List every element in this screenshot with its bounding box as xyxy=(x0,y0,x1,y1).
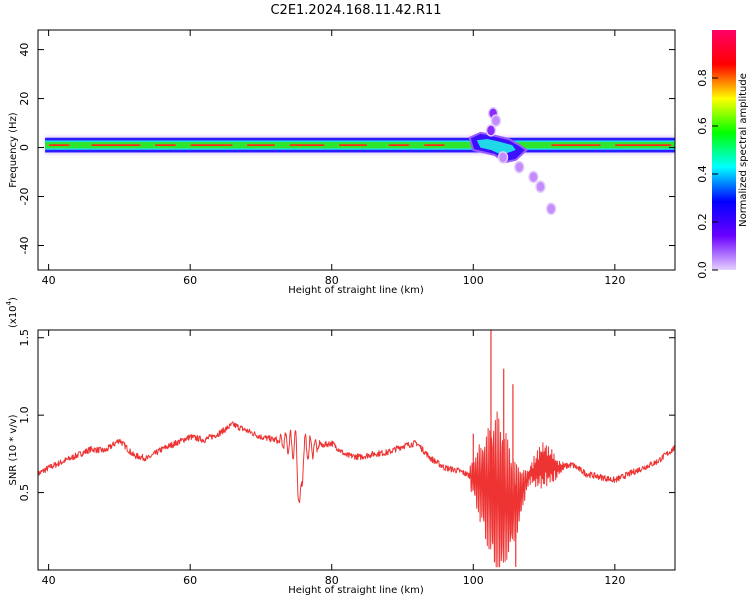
y-tick-label: 40 xyxy=(18,43,31,57)
spectral-feature xyxy=(535,180,546,193)
x-tick-label: 80 xyxy=(325,574,339,587)
snr-y-unit-prefix: (x10 xyxy=(8,305,19,328)
x-tick-label: 80 xyxy=(325,274,339,287)
chart-title: C2E1.2024.168.11.42.R11 xyxy=(270,3,441,18)
y-tick-label: 0.5 xyxy=(18,484,31,502)
spectrogram-frame xyxy=(37,29,676,271)
y-tick-label: 20 xyxy=(18,92,31,106)
band-peak xyxy=(190,144,233,146)
x-tick-label: 100 xyxy=(463,574,484,587)
colorbar-fill xyxy=(712,30,736,270)
x-tick-label: 40 xyxy=(42,574,56,587)
band-peak xyxy=(289,144,325,146)
colorbar-tick-label: 0.0 xyxy=(696,261,709,279)
spectrogram-y-ticks: 40 20 0 -20 -40 xyxy=(18,43,675,255)
spectrogram-x-label: Height of straight line (km) xyxy=(288,285,424,296)
x-tick-label: 120 xyxy=(604,574,625,587)
snr-y-unit-exp: 4 xyxy=(5,300,13,305)
band-peak xyxy=(423,144,445,146)
spectral-feature xyxy=(514,160,525,174)
colorbar-label: Normalized spectral amplitude xyxy=(738,73,749,227)
band-peak xyxy=(551,144,601,146)
spectrogram-x-ticks: 40 60 80 100 120 xyxy=(42,30,625,287)
x-tick-label: 60 xyxy=(183,574,197,587)
snr-line xyxy=(38,411,675,568)
snr-x-label: Height of straight line (km) xyxy=(288,585,424,596)
x-tick-label: 60 xyxy=(183,274,197,287)
snr-frame xyxy=(37,329,676,571)
x-tick-label: 120 xyxy=(604,274,625,287)
colorbar-tick-label: 0.2 xyxy=(696,213,709,231)
spectral-feature xyxy=(528,170,539,184)
spectrogram-marks xyxy=(45,107,675,216)
band-peak xyxy=(388,144,410,146)
spectrogram-panel: 40 60 80 100 120 40 20 0 -20 -40 Height of strai… xyxy=(8,29,749,296)
disturbance-core xyxy=(476,139,516,155)
snr-y-unit-suffix: ) xyxy=(8,297,19,301)
spectral-feature xyxy=(545,202,557,216)
snr-y-unit: (x104) xyxy=(5,297,19,328)
band-peak xyxy=(154,144,177,146)
band-peak xyxy=(338,144,368,146)
snr-x-ticks: 40 60 80 100 120 xyxy=(42,330,625,587)
band-peak xyxy=(614,144,672,146)
y-tick-label: 1.0 xyxy=(18,406,31,424)
snr-panel: 40 60 80 100 120 0.5 1.0 1.5 Height of straigh… xyxy=(5,297,676,596)
x-tick-label: 100 xyxy=(463,274,484,287)
colorbar-tick-label: 0.8 xyxy=(696,69,709,87)
colorbar-tick-label: 0.6 xyxy=(696,117,709,135)
colorbar: 0.0 0.2 0.4 0.6 0.8 Normalized spectral ampl… xyxy=(696,30,749,279)
band-peak xyxy=(91,144,141,146)
spectral-feature xyxy=(485,124,497,137)
y-tick-label: -20 xyxy=(18,188,31,206)
x-tick-label: 40 xyxy=(42,274,56,287)
band-peak xyxy=(48,144,70,146)
band-peak xyxy=(246,144,276,146)
spectrogram-y-label: Frequency (Hz) xyxy=(8,112,19,188)
snr-marks xyxy=(38,330,675,568)
spectral-feature xyxy=(490,114,502,127)
colorbar-ticks: 0.0 0.2 0.4 0.6 0.8 xyxy=(696,69,718,279)
y-tick-label: -40 xyxy=(18,237,31,255)
y-tick-label: 0 xyxy=(18,144,31,151)
spectral-feature xyxy=(497,151,509,164)
y-tick-label: 1.5 xyxy=(18,329,31,347)
colorbar-tick-label: 0.4 xyxy=(696,165,709,183)
snr-y-ticks: 0.5 1.0 1.5 xyxy=(18,329,675,501)
snr-y-label: SNR (10 * v/v) xyxy=(8,414,19,485)
